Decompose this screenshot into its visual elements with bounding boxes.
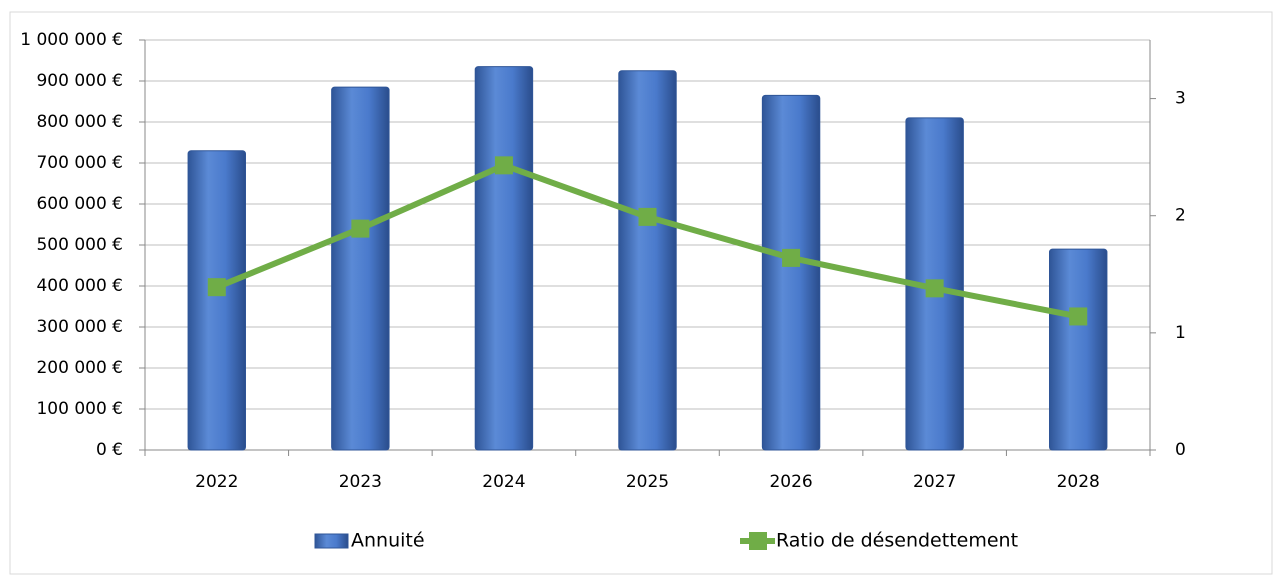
line-marker — [1069, 307, 1088, 326]
x-tick-label: 2027 — [913, 472, 956, 492]
y2-tick-label: 2 — [1175, 206, 1186, 226]
x-tick-label: 2028 — [1057, 472, 1100, 492]
legend: Annuité Ratio de désendettement — [314, 530, 1018, 552]
line-marker — [351, 219, 370, 238]
y-tick-label: 900 000 € — [36, 71, 123, 91]
y2-tick-label: 3 — [1175, 89, 1186, 109]
bar — [761, 94, 821, 451]
x-tick-label: 2026 — [769, 472, 812, 492]
x-tick-label: 2023 — [339, 472, 382, 492]
legend-label: Annuité — [351, 530, 425, 552]
y-tick-label: 200 000 € — [36, 358, 123, 378]
bar — [474, 66, 534, 451]
y-tick-label: 800 000 € — [36, 112, 123, 132]
legend-swatch — [749, 532, 767, 550]
legend-swatch — [314, 533, 349, 549]
line-marker — [638, 207, 657, 226]
y-tick-label: 1 000 000 € — [20, 30, 123, 50]
y-tick-label: 500 000 € — [36, 235, 123, 255]
x-tick-label: 2022 — [195, 472, 238, 492]
x-tick-label: 2025 — [626, 472, 669, 492]
chart-frame — [9, 11, 1273, 575]
y-tick-label: 700 000 € — [36, 153, 123, 173]
y2-tick-label: 1 — [1175, 323, 1186, 343]
bar — [618, 70, 677, 451]
y-tick-label: 300 000 € — [36, 317, 123, 337]
line-marker — [207, 278, 226, 297]
bar — [1049, 248, 1108, 451]
y-tick-label: 100 000 € — [36, 399, 123, 419]
legend-label: Ratio de désendettement — [776, 530, 1018, 552]
y-tick-label: 400 000 € — [36, 276, 123, 296]
bar — [187, 150, 246, 451]
line-marker — [925, 279, 944, 298]
y2-tick-label: 0 — [1175, 440, 1186, 460]
line-marker — [494, 156, 513, 175]
bar — [331, 86, 390, 451]
x-tick-label: 2024 — [482, 472, 525, 492]
y-tick-label: 600 000 € — [36, 194, 123, 214]
line-marker — [782, 248, 801, 267]
y-tick-label: 0 € — [96, 440, 123, 460]
